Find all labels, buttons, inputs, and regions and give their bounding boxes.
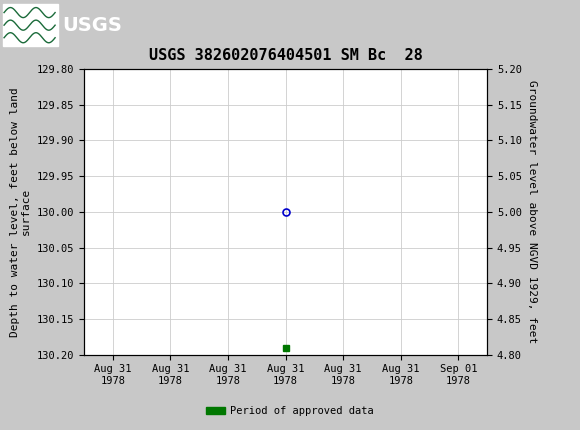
Title: USGS 382602076404501 SM Bc  28: USGS 382602076404501 SM Bc 28 <box>149 49 422 64</box>
Y-axis label: Groundwater level above NGVD 1929, feet: Groundwater level above NGVD 1929, feet <box>527 80 538 344</box>
Y-axis label: Depth to water level, feet below land
surface: Depth to water level, feet below land su… <box>10 87 31 337</box>
Bar <box>3 4 58 46</box>
Legend: Period of approved data: Period of approved data <box>202 402 378 421</box>
Text: USGS: USGS <box>62 15 122 35</box>
